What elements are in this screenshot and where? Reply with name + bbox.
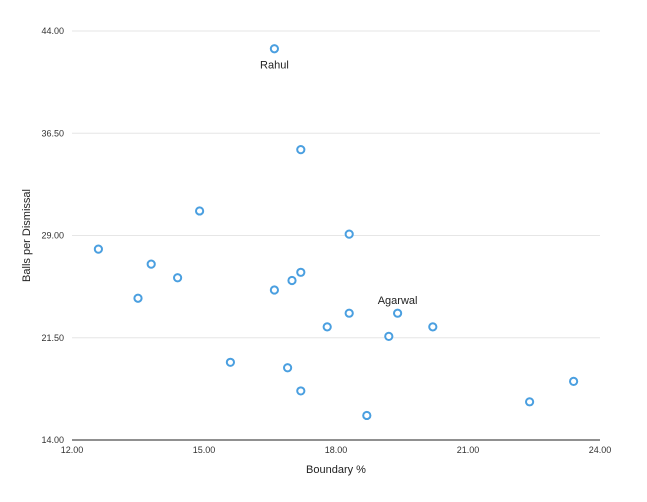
- y-tick-label-0: 14.00: [41, 435, 64, 445]
- data-point: [525, 397, 535, 407]
- data-point: [393, 308, 403, 318]
- x-tick-label-2: 18.00: [325, 445, 348, 455]
- data-point: [269, 44, 279, 54]
- data-point: [296, 267, 306, 277]
- data-point: [569, 376, 579, 386]
- y-tick-label-3: 36.50: [41, 128, 64, 138]
- y-axis-title: Balls per Dismissal: [21, 189, 33, 282]
- data-point: [195, 206, 205, 216]
- point-labels: Rahul Agarwal: [260, 60, 417, 307]
- data-points: [93, 44, 579, 421]
- data-point: [173, 273, 183, 283]
- x-tick-label-1: 15.00: [193, 445, 216, 455]
- x-tick-label-0: 12.00: [61, 445, 84, 455]
- data-point: [287, 275, 297, 286]
- x-tick-label-4: 24.00: [589, 445, 612, 455]
- data-point: [384, 331, 394, 341]
- data-point: [283, 363, 293, 373]
- data-point: [428, 322, 438, 332]
- data-point: [322, 322, 332, 332]
- tick-labels: 12.00 15.00 18.00 21.00 24.00 14.00 21.50 29.00…: [41, 26, 611, 455]
- point-label-agarwal: Agarwal: [378, 295, 418, 307]
- data-point: [296, 386, 306, 396]
- x-axis-title: Boundary %: [306, 464, 366, 476]
- y-tick-label-4: 44.00: [41, 26, 64, 36]
- point-label-rahul: Rahul: [260, 60, 289, 72]
- data-point: [296, 145, 306, 155]
- data-point: [93, 244, 104, 254]
- data-point: [269, 285, 279, 295]
- data-point: [344, 229, 354, 239]
- grid-layer: [72, 30, 600, 339]
- data-point: [146, 259, 156, 269]
- y-tick-label-1: 21.50: [41, 333, 64, 343]
- data-point: [344, 308, 354, 318]
- data-point: [133, 293, 143, 303]
- x-tick-label-3: 21.00: [457, 445, 480, 455]
- y-tick-label-2: 29.00: [41, 231, 64, 241]
- data-point: [225, 357, 235, 367]
- data-point: [362, 410, 372, 421]
